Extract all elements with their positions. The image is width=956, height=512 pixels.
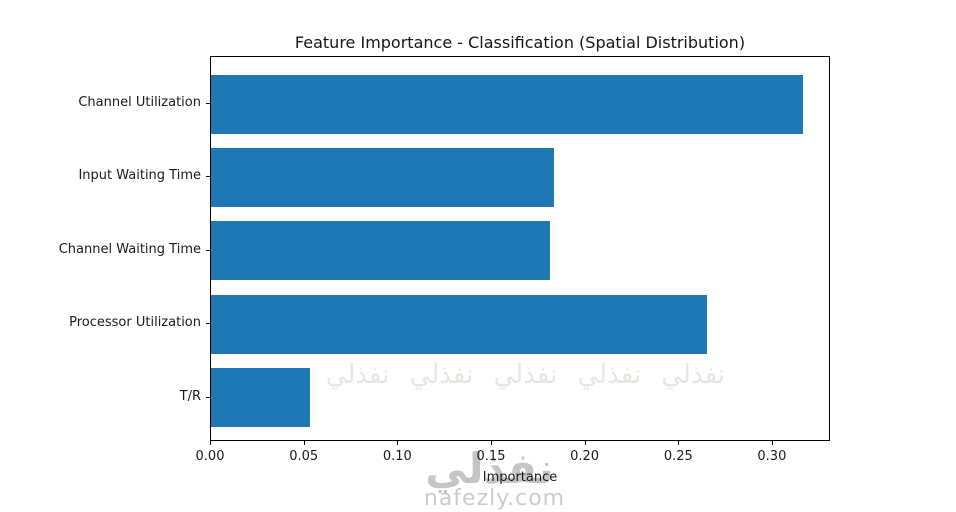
watermark-arabic-logo: نفذلي <box>425 444 554 493</box>
watermark-domain-text: nafezly.com <box>423 486 566 511</box>
y-tick-mark <box>206 323 210 325</box>
plot-area <box>210 56 830 441</box>
y-tick-mark <box>206 249 210 251</box>
x-tick-mark <box>491 441 492 445</box>
y-tick-mark <box>206 396 210 398</box>
watermark-tile-row: نفذلي نفذلي نفذلي نفذلي نفذلي نفذلي نفذل… <box>322 360 725 390</box>
x-tick-label: 0.10 <box>382 449 412 464</box>
x-tick-mark <box>771 441 773 445</box>
y-tick-label: Channel Utilization <box>78 95 201 110</box>
x-tick-mark <box>210 441 211 445</box>
x-tick-mark <box>303 441 305 445</box>
y-tick-label: Processor Utilization <box>69 315 201 331</box>
x-tick-mark <box>397 441 399 445</box>
x-tick-mark <box>584 441 586 445</box>
y-tick-label: Input Waiting Time <box>78 168 201 184</box>
bar-2 <box>211 221 550 281</box>
x-axis-label: Importance <box>482 470 558 485</box>
bar-3 <box>211 294 708 354</box>
bar-0 <box>211 74 803 134</box>
x-tick-label: 0.20 <box>570 449 600 464</box>
bar-1 <box>211 147 554 207</box>
y-tick-label: Channel Waiting Time <box>58 241 201 257</box>
x-tick-label: 0.15 <box>476 449 506 464</box>
x-tick-mark <box>678 441 680 445</box>
x-tick-label: 0.05 <box>289 449 319 464</box>
x-tick-label: 0.00 <box>195 449 225 464</box>
x-tick-label: 0.30 <box>757 449 787 464</box>
y-tick-mark <box>206 103 210 104</box>
x-tick-label: 0.25 <box>663 449 693 464</box>
y-tick-mark <box>206 176 210 178</box>
chart-title: Feature Importance - Classification (Spa… <box>294 33 746 52</box>
bar-4 <box>211 368 311 428</box>
y-tick-label: T/R <box>179 388 201 404</box>
